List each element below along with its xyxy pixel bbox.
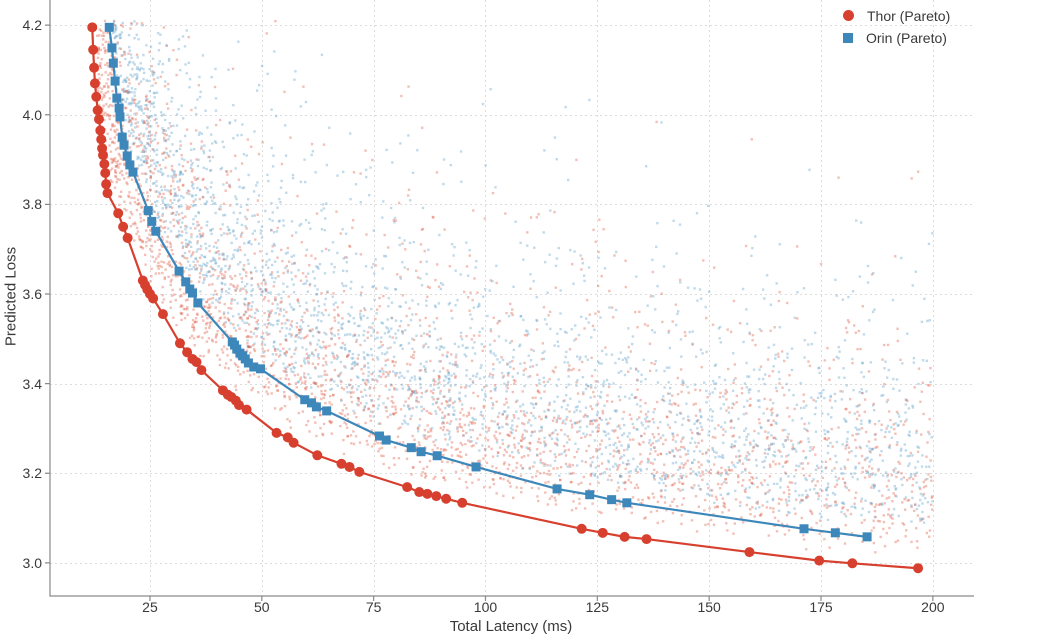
y-tick-label: 3.4 (22, 375, 42, 392)
x-tick-label: 75 (365, 599, 382, 615)
legend-label-orin: Orin (Pareto) (866, 29, 947, 46)
legend-label-thor: Thor (Pareto) (867, 7, 951, 24)
x-tick-label: 25 (142, 599, 158, 615)
y-tick-label: 4.0 (22, 106, 42, 123)
x-axis-label: Total Latency (ms) (449, 618, 573, 635)
y-tick-label: 3.2 (22, 465, 42, 482)
legend: Thor (Pareto) Orin (Pareto) (843, 7, 950, 46)
y-tick-label: 4.2 (22, 17, 42, 34)
x-tick-label: 50 (254, 599, 270, 615)
x-tick-label: 150 (697, 599, 721, 615)
x-tick-label: 175 (809, 599, 833, 615)
orin-square-marker-icon (843, 32, 853, 43)
legend-item-orin: Orin (Pareto) (843, 29, 950, 46)
y-tick-label: 3.6 (22, 285, 42, 302)
x-tick-label: 200 (921, 599, 945, 615)
legend-item-thor: Thor (Pareto) (843, 7, 950, 24)
thor-circle-marker-icon (843, 10, 854, 21)
x-tick-label: 125 (585, 599, 609, 615)
x-tick-label: 100 (473, 599, 498, 615)
y-tick-label: 3.8 (22, 196, 42, 213)
y-tick-label: 3.0 (22, 554, 42, 571)
